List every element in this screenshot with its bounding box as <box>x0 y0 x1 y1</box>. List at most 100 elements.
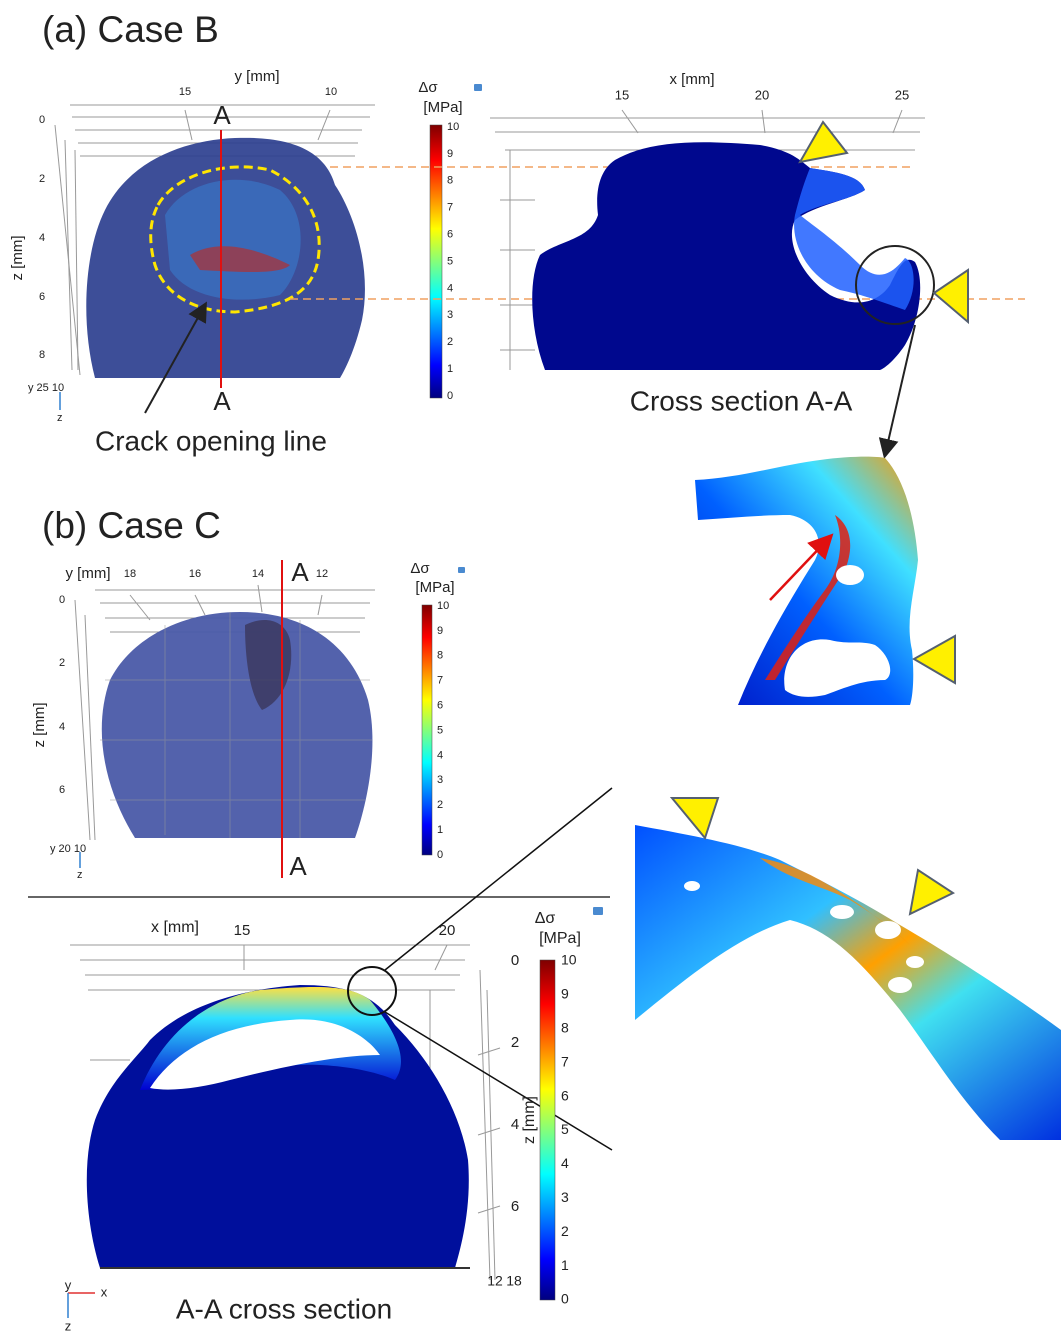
tick-label: 18 <box>506 1273 522 1289</box>
marker-triangle <box>934 270 968 322</box>
colorbar-tick-label: 8 <box>437 650 443 662</box>
colorbar-tick-label: 4 <box>561 1155 569 1171</box>
tick-label: 4 <box>39 232 45 244</box>
axis-label: z [mm] <box>9 236 26 281</box>
section-mark: A <box>213 386 231 416</box>
tick-label: 25 <box>895 87 909 102</box>
tick-label: 8 <box>39 349 45 361</box>
colorbar-icon <box>474 84 482 91</box>
tick-label: 12 <box>316 568 328 580</box>
page: (a) Case B y [mm] z [mm] A A y 25 10 z C… <box>0 0 1061 1333</box>
triad-label: y 25 10 <box>28 382 64 394</box>
tick-label: 15 <box>615 87 629 102</box>
colorbar-tick-label: 0 <box>437 849 443 861</box>
specimen-3d <box>102 612 373 838</box>
colorbar-tick-label: 2 <box>561 1223 569 1239</box>
colorbar <box>422 605 432 855</box>
colorbar-tick-label: 4 <box>437 749 443 761</box>
colorbar <box>540 960 555 1300</box>
colorbar-tick-label: 9 <box>437 625 443 637</box>
axis-label: y [mm] <box>235 68 280 85</box>
section-mark: A <box>213 100 231 130</box>
tick-label: 0 <box>59 594 65 606</box>
colorbar-tick-label: 1 <box>447 363 453 375</box>
colorbar-tick-label: 3 <box>561 1189 569 1205</box>
caption: Cross section A-A <box>630 385 853 416</box>
section-mark: A <box>289 851 307 881</box>
colorbar-icon <box>458 567 465 573</box>
colorbar-tick-label: 3 <box>437 774 443 786</box>
tick-label: 6 <box>59 784 65 796</box>
tick-label: 6 <box>511 1198 519 1215</box>
colorbar-tick-label: 10 <box>447 121 459 133</box>
triad-label: z <box>65 1318 72 1333</box>
tick-label: 18 <box>124 568 136 580</box>
colorbar-tick-label: 8 <box>447 175 453 187</box>
section-mark: A <box>291 557 309 587</box>
colorbar-tick-label: 10 <box>561 952 577 968</box>
colorbar-tick-label: 1 <box>561 1257 569 1273</box>
colorbar-symbol: Δσ <box>418 79 438 96</box>
inset-zoom <box>695 457 955 705</box>
colorbar-tick-label: 9 <box>561 986 569 1002</box>
colorbar <box>430 125 442 398</box>
tick-label: 2 <box>59 657 65 669</box>
colorbar-symbol: Δσ <box>410 560 430 577</box>
caption: A-A cross section <box>176 1293 392 1324</box>
colorbar-symbol: Δσ <box>535 910 556 927</box>
colorbar-tick-label: 5 <box>437 724 443 736</box>
inset-zoom <box>635 798 1061 1140</box>
colorbar-tick-label: 0 <box>447 390 453 402</box>
colorbar-unit: [MPa] <box>415 579 454 596</box>
colorbar-unit: [MPa] <box>539 930 581 947</box>
colorbar-tick-label: 2 <box>437 799 443 811</box>
tick-label: 6 <box>39 291 45 303</box>
annotation: Crack opening line <box>95 425 327 456</box>
tick-label: 15 <box>234 922 251 939</box>
axis-label: z [mm] <box>521 1096 538 1144</box>
tick-label: 16 <box>189 568 201 580</box>
tick-label: 10 <box>325 86 337 98</box>
triad-label: y 20 10 <box>50 843 86 855</box>
colorbar-tick-label: 6 <box>447 229 453 241</box>
colorbar-tick-label: 7 <box>447 202 453 214</box>
tick-label: 0 <box>39 114 45 126</box>
colorbar-tick-label: 10 <box>437 600 449 612</box>
tick-label: 14 <box>252 568 264 580</box>
tick-label: 20 <box>439 922 456 939</box>
colorbar-tick-label: 6 <box>437 700 443 712</box>
figure: (a) Case B y [mm] z [mm] A A y 25 10 z C… <box>0 0 1061 1333</box>
triad-label: z <box>77 869 83 881</box>
colorbar-tick-label: 9 <box>447 148 453 160</box>
tick-label: 12 <box>487 1273 503 1289</box>
tick-label: 4 <box>59 721 65 733</box>
crack-region <box>165 180 301 300</box>
colorbar-tick-label: 5 <box>447 255 453 267</box>
colorbar-tick-label: 7 <box>437 675 443 687</box>
axis-label: x [mm] <box>670 71 715 88</box>
colorbar-tick-label: 8 <box>561 1020 569 1036</box>
tick-label: 2 <box>39 173 45 185</box>
axis-label: y [mm] <box>66 565 111 582</box>
tick-label: 15 <box>179 86 191 98</box>
triad-label: y <box>65 1277 72 1292</box>
tick-label: 20 <box>755 87 769 102</box>
colorbar-unit: [MPa] <box>423 99 462 116</box>
marker-triangle <box>800 122 847 162</box>
tick-label: 2 <box>511 1034 519 1051</box>
tick-label: 0 <box>511 952 519 969</box>
colorbar-tick-label: 5 <box>561 1121 569 1137</box>
triad-label: z <box>57 412 63 424</box>
panel-title: (b) Case C <box>42 505 221 546</box>
panel-title: (a) Case B <box>42 9 219 50</box>
colorbar-tick-label: 7 <box>561 1053 569 1069</box>
axis-label: z [mm] <box>31 703 48 748</box>
colorbar-tick-label: 3 <box>447 309 453 321</box>
colorbar-tick-label: 4 <box>447 282 453 294</box>
axis-label: x [mm] <box>151 919 199 936</box>
colorbar-tick-label: 0 <box>561 1291 569 1307</box>
colorbar-tick-label: 2 <box>447 336 453 348</box>
colorbar-tick-label: 1 <box>437 824 443 836</box>
triad-label: x <box>101 1284 108 1299</box>
colorbar-icon <box>593 907 603 915</box>
